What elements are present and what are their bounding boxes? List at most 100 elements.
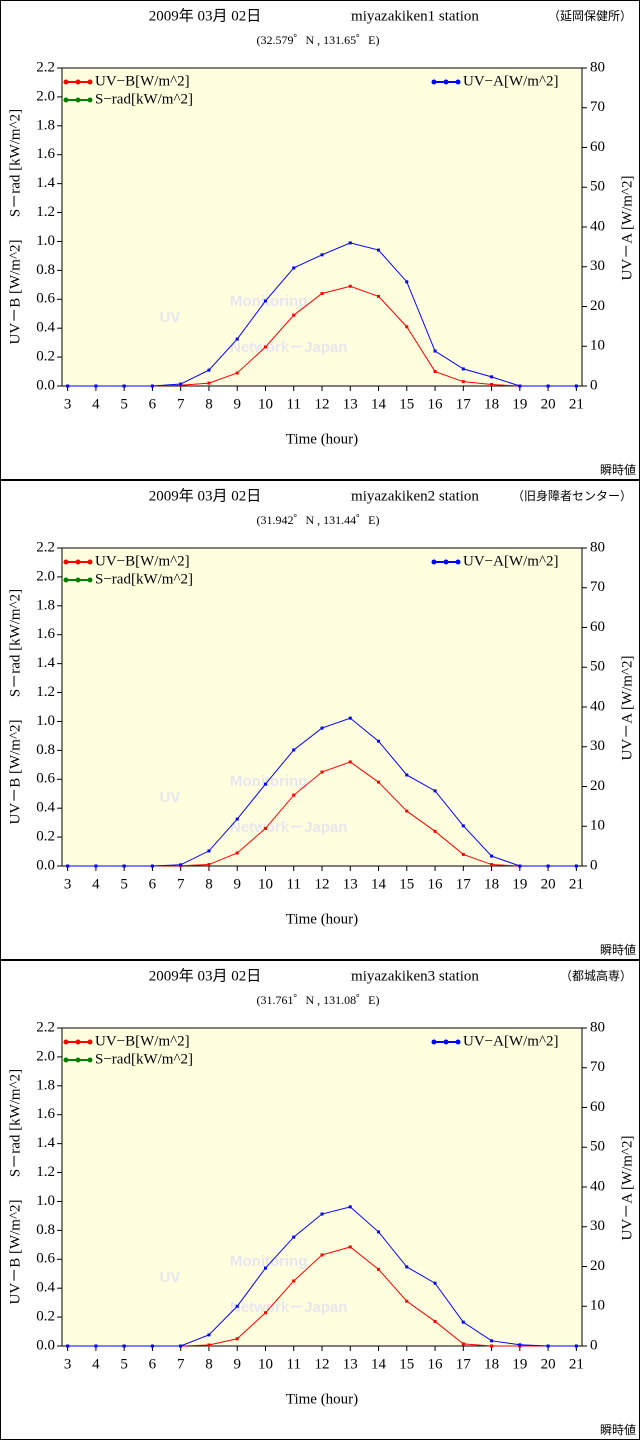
- footnote: 瞬時値: [600, 942, 636, 957]
- y2-tick-label: 10: [590, 338, 605, 354]
- y-axis-label-2: S－rad [kW/m^2]: [7, 589, 23, 697]
- y-axis-label: UV－B [W/m^2]: [7, 240, 23, 345]
- data-point: [546, 1344, 550, 1348]
- data-point: [320, 253, 324, 257]
- chart-panel: 2009年 03月 02日 miyazakiken1 station （延岡保健所）…: [0, 0, 640, 480]
- data-point: [348, 760, 352, 764]
- watermark: Monitoring: [230, 1253, 307, 1270]
- data-point: [546, 864, 550, 868]
- x-tick-label: 4: [92, 1356, 100, 1372]
- x-tick-label: 5: [120, 1356, 128, 1372]
- watermark: UV: [160, 309, 181, 326]
- y-tick-label: 2.2: [36, 59, 55, 75]
- y2-tick-label: 80: [590, 539, 605, 555]
- legend-marker: [75, 1057, 81, 1063]
- y-axis-label: UV－B [W/m^2]: [7, 720, 23, 825]
- x-tick-label: 20: [541, 396, 556, 412]
- x-tick-label: 21: [569, 396, 584, 412]
- data-point: [546, 384, 550, 388]
- x-tick-label: 8: [205, 396, 213, 412]
- x-tick-label: 12: [315, 396, 330, 412]
- legend-label: UV−A[W/m^2]: [463, 73, 558, 89]
- data-point: [348, 284, 352, 288]
- legend-label: UV−B[W/m^2]: [95, 553, 190, 569]
- legend-marker: [63, 1057, 69, 1063]
- x-tick-label: 9: [233, 396, 241, 412]
- x-tick-label: 21: [569, 876, 584, 892]
- y-tick-label: 1.2: [36, 204, 55, 220]
- legend-marker: [87, 1057, 93, 1063]
- y2-tick-label: 20: [590, 298, 605, 314]
- data-point: [320, 1212, 324, 1216]
- data-point: [518, 384, 522, 388]
- y-axis-label-2: S－rad [kW/m^2]: [7, 109, 23, 217]
- x-tick-label: 17: [456, 1356, 472, 1372]
- y-tick-label: 0.0: [36, 1337, 55, 1353]
- y-tick-label: 0.2: [36, 829, 55, 845]
- x-tick-label: 14: [371, 876, 387, 892]
- y-tick-label: 1.4: [36, 1135, 55, 1151]
- legend-marker: [63, 1039, 69, 1045]
- data-point: [94, 864, 98, 868]
- data-point: [461, 380, 465, 384]
- y2-tick-label: 60: [590, 139, 605, 155]
- data-point: [235, 371, 239, 375]
- y2-tick-label: 10: [590, 818, 605, 834]
- data-point: [292, 313, 296, 317]
- legend-marker: [75, 559, 81, 565]
- data-point: [405, 809, 409, 813]
- data-point: [66, 864, 70, 868]
- data-point: [320, 726, 324, 730]
- data-point: [292, 748, 296, 752]
- data-point: [461, 824, 465, 828]
- location: （旧身障者センター）: [512, 488, 632, 503]
- data-point: [320, 291, 324, 295]
- x-tick-label: 20: [541, 876, 556, 892]
- x-tick-label: 16: [428, 876, 444, 892]
- data-point: [433, 1319, 437, 1323]
- x-tick-label: 13: [343, 876, 358, 892]
- y-tick-label: 1.2: [36, 1164, 55, 1180]
- legend-marker: [455, 79, 461, 85]
- watermark: Network－Japan: [230, 819, 348, 836]
- legend-marker: [431, 559, 437, 565]
- data-point: [518, 864, 522, 868]
- y2-tick-label: 50: [590, 1139, 605, 1155]
- y2-tick-label: 30: [590, 1218, 605, 1234]
- x-tick-label: 18: [484, 1356, 499, 1372]
- y-tick-label: 0.4: [36, 1280, 55, 1296]
- x-tick-label: 14: [371, 396, 387, 412]
- chart-panel: 2009年 03月 02日 miyazakiken3 station （都城高専） (…: [0, 960, 640, 1440]
- legend-marker: [87, 559, 93, 565]
- y-tick-label: 1.6: [36, 626, 55, 642]
- legend-marker: [87, 577, 93, 583]
- x-tick-label: 7: [177, 1356, 185, 1372]
- y-tick-label: 1.0: [36, 233, 55, 249]
- data-point: [574, 1344, 578, 1348]
- y-tick-label: 0.6: [36, 1251, 55, 1267]
- y-tick-label: 1.4: [36, 655, 55, 671]
- y2-tick-label: 80: [590, 1019, 605, 1035]
- data-point: [122, 864, 126, 868]
- legend-marker: [75, 1039, 81, 1045]
- x-tick-label: 9: [233, 1356, 241, 1372]
- data-point: [490, 1339, 494, 1343]
- legend-label: UV−A[W/m^2]: [463, 553, 558, 569]
- x-tick-label: 11: [287, 1356, 301, 1372]
- y-tick-label: 0.2: [36, 1309, 55, 1325]
- data-point: [94, 1344, 98, 1348]
- y-tick-label: 1.0: [36, 1193, 55, 1209]
- data-point: [263, 1311, 267, 1315]
- data-point: [263, 299, 267, 303]
- data-point: [235, 337, 239, 341]
- y-tick-label: 1.8: [36, 117, 55, 133]
- legend-label: UV−B[W/m^2]: [95, 73, 190, 89]
- x-tick-label: 3: [64, 876, 72, 892]
- x-tick-label: 3: [64, 1356, 72, 1372]
- chart-title: 2009年 03月 02日: [149, 967, 262, 984]
- y-tick-label: 0.6: [36, 291, 55, 307]
- y-tick-label: 0.2: [36, 349, 55, 365]
- watermark: UV: [160, 1269, 181, 1286]
- x-tick-label: 4: [92, 876, 100, 892]
- x-tick-label: 11: [287, 396, 301, 412]
